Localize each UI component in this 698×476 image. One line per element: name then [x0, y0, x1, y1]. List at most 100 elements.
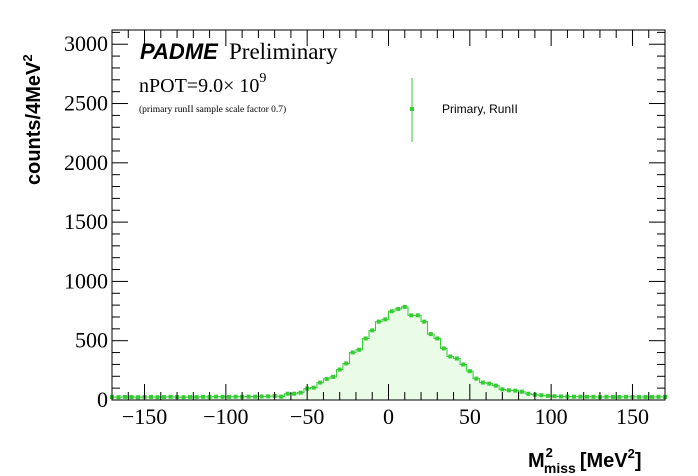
- data-point: [357, 347, 362, 352]
- y-tick-label: 1500: [64, 209, 108, 234]
- x-tick-labels: −150 −100 −50 0 50 100 150: [122, 404, 649, 429]
- data-point: [539, 393, 544, 398]
- data-point: [363, 336, 368, 341]
- data-point: [194, 395, 199, 400]
- data-point: [428, 332, 433, 337]
- data-point: [519, 389, 524, 394]
- data-point: [201, 394, 206, 399]
- data-point: [168, 394, 173, 399]
- data-point: [162, 395, 167, 400]
- data-point: [409, 313, 414, 318]
- legend-label: Primary, RunII: [442, 102, 518, 116]
- data-point: [526, 391, 531, 396]
- data-point: [474, 376, 479, 381]
- y-axis-title: counts/4MeV2: [20, 54, 45, 185]
- data-point: [324, 376, 329, 381]
- data-point: [396, 306, 401, 311]
- data-point: [370, 328, 375, 333]
- y-tick-label: 2500: [64, 91, 108, 116]
- data-point: [246, 394, 251, 399]
- data-point: [266, 394, 271, 399]
- data-point: [311, 385, 316, 390]
- data-point: [552, 394, 557, 399]
- data-point: [376, 319, 381, 324]
- data-point: [604, 394, 609, 399]
- data-point: [415, 313, 420, 318]
- legend: Primary, RunII: [410, 78, 518, 142]
- x-tick-label: −150: [122, 404, 167, 429]
- data-point: [129, 395, 134, 400]
- data-point: [285, 391, 290, 396]
- x-tick-label: 100: [535, 404, 568, 429]
- data-point: [623, 394, 628, 399]
- data-point: [591, 394, 596, 399]
- data-point: [649, 394, 654, 399]
- y-tick-label: 3000: [64, 31, 108, 56]
- data-point: [617, 394, 622, 399]
- data-point: [643, 395, 648, 400]
- data-point: [461, 362, 466, 367]
- data-point: [214, 394, 219, 399]
- data-point: [467, 369, 472, 374]
- data-point: [389, 309, 394, 314]
- data-point: [350, 350, 355, 355]
- legend-marker: [410, 107, 414, 111]
- x-tick-label: 0: [383, 404, 394, 429]
- status-label: Preliminary: [229, 39, 338, 64]
- scale-factor-note: (primary runII sample scale factor 0.7): [139, 104, 286, 115]
- data-point: [331, 374, 336, 379]
- data-point: [545, 393, 550, 398]
- data-point: [578, 394, 583, 399]
- data-point: [448, 354, 453, 359]
- data-point: [181, 395, 186, 400]
- data-point: [149, 394, 154, 399]
- npot-label: nPOT=9.0× 109: [139, 71, 266, 97]
- data-point: [227, 394, 232, 399]
- data-point: [402, 304, 407, 309]
- data-point: [220, 394, 225, 399]
- data-point: [610, 394, 615, 399]
- data-point: [584, 394, 589, 399]
- data-point: [253, 394, 258, 399]
- data-point: [279, 394, 284, 399]
- histogram-outline: [112, 306, 665, 398]
- data-point: [487, 381, 492, 386]
- x-tick-label: −50: [290, 404, 324, 429]
- axis-ticks: [111, 30, 666, 401]
- data-point: [123, 394, 128, 399]
- y-tick-labels: 0 500 1000 1500 2000 2500 3000: [64, 31, 108, 412]
- data-point: [480, 380, 485, 385]
- data-point: [500, 387, 505, 392]
- data-point: [233, 394, 238, 399]
- data-point: [259, 394, 264, 399]
- x-axis-title: M2 miss [MeV2]: [528, 445, 642, 476]
- histogram-layer: [110, 304, 667, 400]
- data-point: [636, 394, 641, 399]
- data-point: [155, 395, 160, 400]
- data-point: [493, 383, 498, 388]
- y-tick-label: 0: [97, 387, 108, 412]
- data-point: [571, 394, 576, 399]
- data-point: [344, 361, 349, 366]
- x-tick-label: 50: [459, 404, 481, 429]
- x-tick-label: −100: [203, 404, 248, 429]
- data-point: [422, 319, 427, 324]
- data-point: [188, 394, 193, 399]
- data-point: [435, 336, 440, 341]
- data-point: [506, 388, 511, 393]
- experiment-label: PADME: [140, 39, 219, 64]
- data-point: [656, 394, 661, 399]
- data-point: [454, 356, 459, 361]
- data-point: [116, 395, 121, 400]
- data-point: [292, 391, 297, 396]
- data-point: [558, 394, 563, 399]
- data-point: [441, 346, 446, 351]
- data-point: [298, 390, 303, 395]
- data-point: [383, 317, 388, 322]
- x-tick-label: 150: [616, 404, 649, 429]
- y-tick-label: 500: [75, 328, 108, 353]
- y-tick-label: 1000: [64, 268, 108, 293]
- histogram-fill: [112, 306, 665, 400]
- data-point: [318, 380, 323, 385]
